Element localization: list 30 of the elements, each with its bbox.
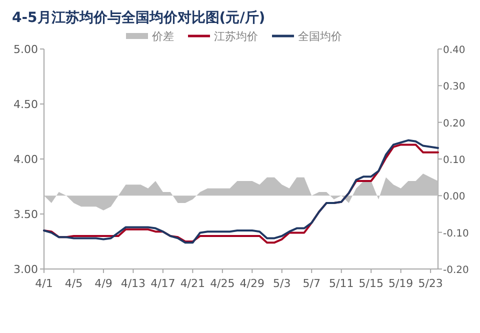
legend-label: 价差 <box>151 30 174 43</box>
y-tick-label: 4.50 <box>14 98 38 111</box>
x-tick-label: 5/19 <box>388 277 414 290</box>
y2-tick-label: 0.30 <box>443 82 466 93</box>
y2-tick-label: 0.20 <box>443 118 466 130</box>
x-tick-label: 4/17 <box>150 277 176 290</box>
y2-tick-label: 0.40 <box>443 45 466 56</box>
x-tick-label: 5/7 <box>302 277 320 290</box>
y-tick-label: 3.00 <box>14 263 38 276</box>
x-tick-label: 4/21 <box>180 277 206 290</box>
chart-title: 4-5月江苏均价与全国均价对比图(元/斤) <box>12 9 266 26</box>
y2-tick-label: -0.20 <box>443 265 469 276</box>
x-tick-label: 5/11 <box>329 277 354 290</box>
legend-label: 江苏均价 <box>214 30 258 43</box>
x-tick-label: 4/25 <box>210 277 235 290</box>
x-tick-label: 4/1 <box>35 277 53 290</box>
y-tick-label: 4.00 <box>14 153 38 166</box>
x-tick-label: 5/23 <box>418 277 443 290</box>
y2-tick-label: -0.10 <box>443 228 469 240</box>
y2-tick-label: 0.10 <box>443 155 466 166</box>
x-tick-label: 4/29 <box>240 277 265 290</box>
y-tick-label: 3.50 <box>14 208 38 221</box>
y-tick-label: 5.00 <box>14 43 38 56</box>
legend-label: 全国均价 <box>298 30 342 43</box>
y2-tick-label: 0.00 <box>443 192 466 203</box>
x-tick-label: 5/3 <box>273 277 291 290</box>
x-tick-label: 4/9 <box>94 277 112 290</box>
x-tick-label: 5/15 <box>358 277 384 290</box>
x-tick-label: 4/5 <box>64 277 83 290</box>
x-tick-label: 4/13 <box>120 277 146 290</box>
